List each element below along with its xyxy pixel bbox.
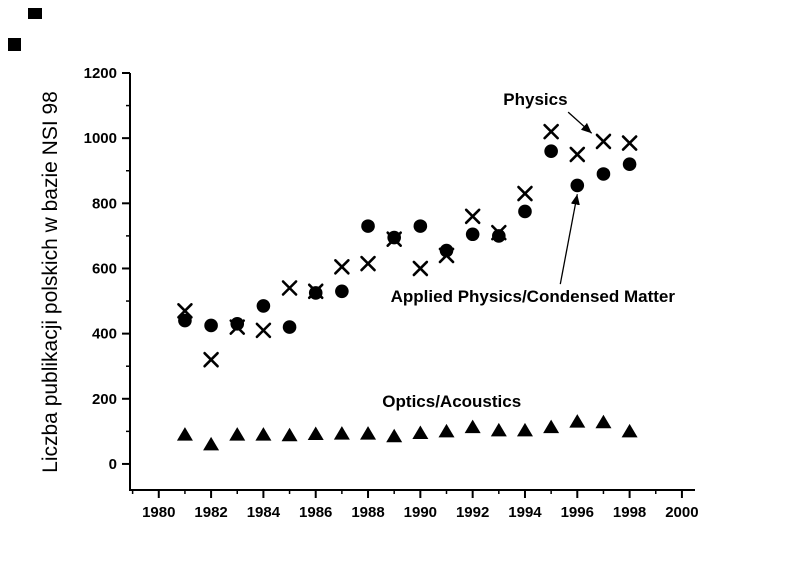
svg-text:1996: 1996 bbox=[561, 504, 594, 521]
data-points bbox=[176, 123, 638, 451]
svg-text:1982: 1982 bbox=[194, 504, 227, 521]
svg-text:1980: 1980 bbox=[142, 504, 175, 521]
svg-text:200: 200 bbox=[92, 391, 117, 408]
scan-artifact-left bbox=[8, 38, 21, 51]
svg-text:1986: 1986 bbox=[299, 504, 332, 521]
svg-text:1984: 1984 bbox=[247, 504, 281, 521]
svg-text:1994: 1994 bbox=[508, 504, 542, 521]
annotation-physics: Physics bbox=[503, 90, 568, 110]
svg-text:800: 800 bbox=[92, 195, 117, 212]
scan-artifact-top bbox=[28, 8, 42, 19]
svg-text:600: 600 bbox=[92, 260, 117, 277]
svg-text:1000: 1000 bbox=[84, 130, 117, 147]
svg-text:400: 400 bbox=[92, 326, 117, 343]
y-axis-label: Liczba publikacji polskich w bazie NSI 9… bbox=[39, 91, 62, 473]
svg-text:1998: 1998 bbox=[613, 504, 646, 521]
svg-text:1990: 1990 bbox=[404, 504, 437, 521]
svg-text:1988: 1988 bbox=[351, 504, 384, 521]
axes: 0 200 400 600 800 1000 1200 1980 1982 1984 1986 198… bbox=[84, 65, 699, 521]
svg-text:1200: 1200 bbox=[84, 65, 117, 82]
svg-text:1992: 1992 bbox=[456, 504, 489, 521]
svg-text:2000: 2000 bbox=[665, 504, 698, 521]
annotation-arrows bbox=[559, 111, 593, 285]
annotation-applied-physics-condensed-matter: Applied Physics/Condensed Matter bbox=[390, 287, 675, 307]
annotation-optics-acoustics: Optics/Acoustics bbox=[382, 392, 522, 412]
svg-text:0: 0 bbox=[109, 456, 117, 473]
